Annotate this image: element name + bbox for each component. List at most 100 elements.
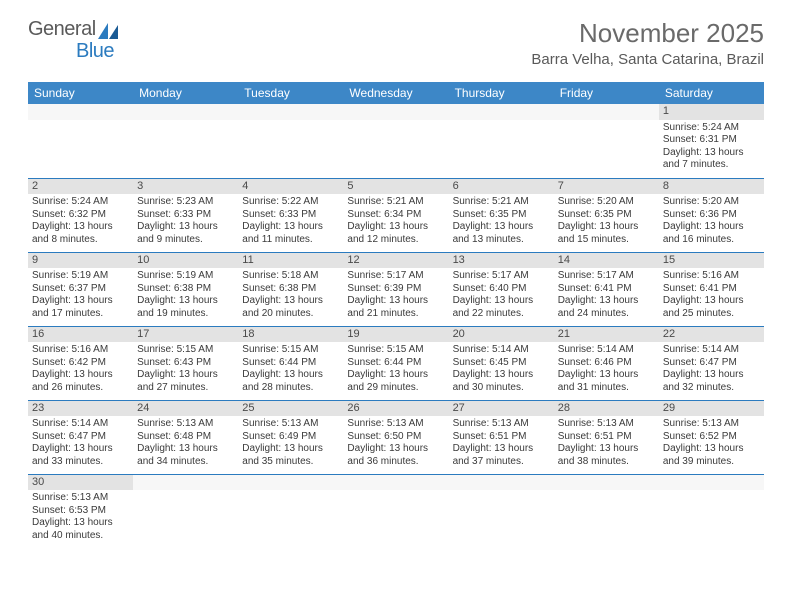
sunset-text: Sunset: 6:41 PM: [558, 283, 655, 296]
sunrise-text: Sunrise: 5:17 AM: [453, 270, 550, 283]
sunset-text: Sunset: 6:42 PM: [32, 357, 129, 370]
day-number: 20: [449, 327, 554, 343]
day-number: 22: [659, 327, 764, 343]
day-number: 29: [659, 401, 764, 417]
day-number: 4: [238, 179, 343, 195]
day-number: 26: [343, 401, 448, 417]
calendar-cell: 27Sunrise: 5:13 AMSunset: 6:51 PMDayligh…: [449, 400, 554, 474]
weekday-header: Monday: [133, 82, 238, 104]
sunrise-text: Sunrise: 5:20 AM: [663, 196, 760, 209]
day-details: Sunrise: 5:17 AMSunset: 6:39 PMDaylight:…: [343, 268, 448, 324]
daylight-text: Daylight: 13 hours and 15 minutes.: [558, 221, 655, 246]
month-title: November 2025: [531, 18, 764, 49]
day-number: 15: [659, 253, 764, 269]
daylight-text: Daylight: 13 hours and 26 minutes.: [32, 369, 129, 394]
sunset-text: Sunset: 6:40 PM: [453, 283, 550, 296]
day-details: Sunrise: 5:13 AMSunset: 6:48 PMDaylight:…: [133, 416, 238, 472]
logo-text-blue: Blue: [76, 40, 114, 62]
location-subtitle: Barra Velha, Santa Catarina, Brazil: [531, 51, 764, 68]
day-number: 8: [659, 179, 764, 195]
sunset-text: Sunset: 6:48 PM: [137, 431, 234, 444]
day-details: Sunrise: 5:24 AMSunset: 6:31 PMDaylight:…: [659, 120, 764, 176]
day-number: 25: [238, 401, 343, 417]
sunset-text: Sunset: 6:52 PM: [663, 431, 760, 444]
sunrise-text: Sunrise: 5:13 AM: [137, 418, 234, 431]
day-details: Sunrise: 5:15 AMSunset: 6:43 PMDaylight:…: [133, 342, 238, 398]
sunset-text: Sunset: 6:46 PM: [558, 357, 655, 370]
day-number: 9: [28, 253, 133, 269]
day-number: 18: [238, 327, 343, 343]
day-number: 28: [554, 401, 659, 417]
logo-text-general: General: [28, 18, 96, 41]
day-details: Sunrise: 5:16 AMSunset: 6:41 PMDaylight:…: [659, 268, 764, 324]
day-details: Sunrise: 5:17 AMSunset: 6:41 PMDaylight:…: [554, 268, 659, 324]
day-details: Sunrise: 5:15 AMSunset: 6:44 PMDaylight:…: [343, 342, 448, 398]
day-number-bar: [343, 104, 448, 120]
sunset-text: Sunset: 6:31 PM: [663, 134, 760, 147]
day-number: 16: [28, 327, 133, 343]
sunset-text: Sunset: 6:38 PM: [137, 283, 234, 296]
day-number-bar: [133, 104, 238, 120]
day-number: 11: [238, 253, 343, 269]
calendar-cell: [554, 474, 659, 548]
day-details: Sunrise: 5:22 AMSunset: 6:33 PMDaylight:…: [238, 194, 343, 250]
daylight-text: Daylight: 13 hours and 24 minutes.: [558, 295, 655, 320]
calendar-cell: 2Sunrise: 5:24 AMSunset: 6:32 PMDaylight…: [28, 178, 133, 252]
daylight-text: Daylight: 13 hours and 27 minutes.: [137, 369, 234, 394]
sunrise-text: Sunrise: 5:19 AM: [32, 270, 129, 283]
sunset-text: Sunset: 6:51 PM: [453, 431, 550, 444]
day-details: Sunrise: 5:14 AMSunset: 6:47 PMDaylight:…: [28, 416, 133, 472]
calendar-cell: 4Sunrise: 5:22 AMSunset: 6:33 PMDaylight…: [238, 178, 343, 252]
weekday-header: Saturday: [659, 82, 764, 104]
calendar-cell: 6Sunrise: 5:21 AMSunset: 6:35 PMDaylight…: [449, 178, 554, 252]
day-number-bar: [554, 475, 659, 491]
day-details: Sunrise: 5:21 AMSunset: 6:35 PMDaylight:…: [449, 194, 554, 250]
calendar-cell: [133, 104, 238, 178]
sunrise-text: Sunrise: 5:13 AM: [242, 418, 339, 431]
calendar-cell: 5Sunrise: 5:21 AMSunset: 6:34 PMDaylight…: [343, 178, 448, 252]
daylight-text: Daylight: 13 hours and 7 minutes.: [663, 147, 760, 172]
calendar-cell: [659, 474, 764, 548]
sunset-text: Sunset: 6:32 PM: [32, 209, 129, 222]
day-details: Sunrise: 5:21 AMSunset: 6:34 PMDaylight:…: [343, 194, 448, 250]
sunset-text: Sunset: 6:35 PM: [558, 209, 655, 222]
daylight-text: Daylight: 13 hours and 29 minutes.: [347, 369, 444, 394]
daylight-text: Daylight: 13 hours and 30 minutes.: [453, 369, 550, 394]
weekday-header: Thursday: [449, 82, 554, 104]
sunrise-text: Sunrise: 5:17 AM: [347, 270, 444, 283]
day-number: 14: [554, 253, 659, 269]
sunrise-text: Sunrise: 5:14 AM: [32, 418, 129, 431]
day-number: 27: [449, 401, 554, 417]
day-number-bar: [238, 475, 343, 491]
sunset-text: Sunset: 6:36 PM: [663, 209, 760, 222]
calendar-cell: [133, 474, 238, 548]
day-number-bar: [28, 104, 133, 120]
daylight-text: Daylight: 13 hours and 28 minutes.: [242, 369, 339, 394]
daylight-text: Daylight: 13 hours and 12 minutes.: [347, 221, 444, 246]
title-block: November 2025 Barra Velha, Santa Catarin…: [531, 18, 764, 68]
logo-sail-icon: [98, 23, 120, 39]
sunrise-text: Sunrise: 5:17 AM: [558, 270, 655, 283]
day-details: Sunrise: 5:16 AMSunset: 6:42 PMDaylight:…: [28, 342, 133, 398]
sunset-text: Sunset: 6:49 PM: [242, 431, 339, 444]
calendar-cell: 7Sunrise: 5:20 AMSunset: 6:35 PMDaylight…: [554, 178, 659, 252]
sunrise-text: Sunrise: 5:21 AM: [453, 196, 550, 209]
sunrise-text: Sunrise: 5:18 AM: [242, 270, 339, 283]
day-details: Sunrise: 5:19 AMSunset: 6:38 PMDaylight:…: [133, 268, 238, 324]
calendar-cell: [238, 104, 343, 178]
calendar-cell: 18Sunrise: 5:15 AMSunset: 6:44 PMDayligh…: [238, 326, 343, 400]
daylight-text: Daylight: 13 hours and 34 minutes.: [137, 443, 234, 468]
sunrise-text: Sunrise: 5:20 AM: [558, 196, 655, 209]
day-number: 19: [343, 327, 448, 343]
day-number: 1: [659, 104, 764, 120]
calendar-table: SundayMondayTuesdayWednesdayThursdayFrid…: [28, 82, 764, 548]
calendar-cell: [449, 474, 554, 548]
sunrise-text: Sunrise: 5:24 AM: [663, 122, 760, 135]
daylight-text: Daylight: 13 hours and 39 minutes.: [663, 443, 760, 468]
calendar-cell: 11Sunrise: 5:18 AMSunset: 6:38 PMDayligh…: [238, 252, 343, 326]
daylight-text: Daylight: 13 hours and 19 minutes.: [137, 295, 234, 320]
day-details: Sunrise: 5:15 AMSunset: 6:44 PMDaylight:…: [238, 342, 343, 398]
sunset-text: Sunset: 6:34 PM: [347, 209, 444, 222]
daylight-text: Daylight: 13 hours and 33 minutes.: [32, 443, 129, 468]
day-number: 17: [133, 327, 238, 343]
